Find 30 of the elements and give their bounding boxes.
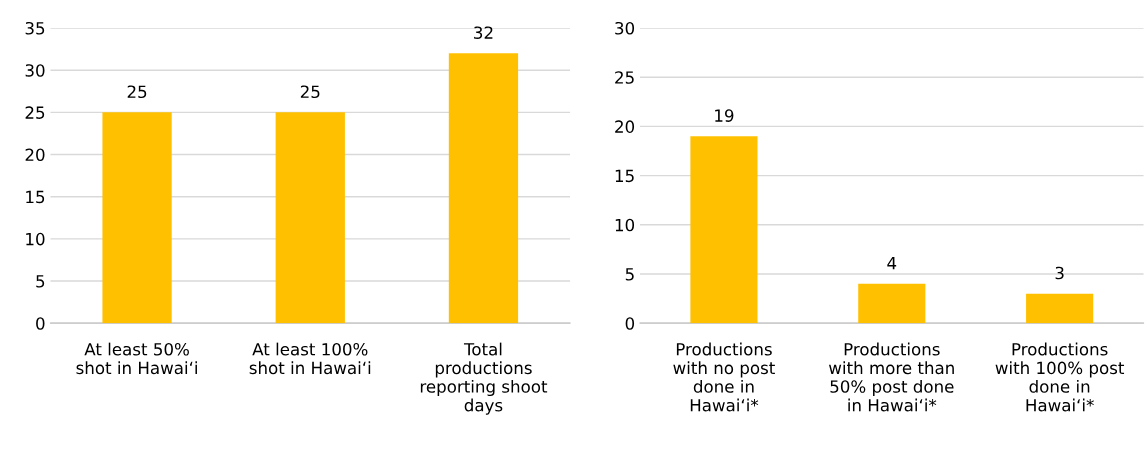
y-tick-label: 10: [615, 218, 635, 232]
y-tick-label: 0: [36, 317, 45, 330]
data-label: 3: [1055, 266, 1064, 280]
x-tick-label: Productions with more than 50% post done in Hawaiʻi*: [829, 342, 954, 412]
y-tick-label: 15: [615, 169, 634, 183]
x-tick-label: At least 100% shot in Hawaiʻi: [249, 342, 371, 375]
y-tick-label: 5: [36, 275, 45, 288]
y-tick-label: 10: [26, 232, 45, 246]
y-tick-label: 25: [25, 106, 45, 119]
x-tick-label: Productions with no post done in Hawaiʻi*: [673, 342, 775, 412]
data-label: 25: [127, 85, 147, 99]
bar: [1026, 293, 1094, 324]
y-tick-label: 20: [25, 148, 45, 162]
y-tick-label: 30: [25, 64, 45, 77]
y-tick-label: 20: [615, 120, 635, 133]
data-label: 19: [715, 109, 734, 122]
data-label: 4: [887, 257, 897, 270]
y-tick-label: 35: [25, 21, 45, 35]
y-tick-label: 30: [615, 21, 635, 35]
data-label: 25: [300, 85, 320, 99]
y-tick-label: 25: [615, 71, 634, 84]
y-tick-label: 15: [26, 190, 45, 204]
x-tick-label: Total productions reporting shoot days: [420, 342, 548, 415]
y-tick-label: 0: [625, 317, 635, 330]
x-tick-label: Productions with 100% post done in Hawaiʻi*: [995, 342, 1125, 412]
y-tick-label: 5: [625, 268, 634, 281]
data-label: 32: [474, 26, 493, 39]
bar: [858, 283, 926, 324]
x-tick-label: At least 50% shot in Hawaiʻi: [76, 342, 197, 375]
bar: [690, 136, 758, 324]
